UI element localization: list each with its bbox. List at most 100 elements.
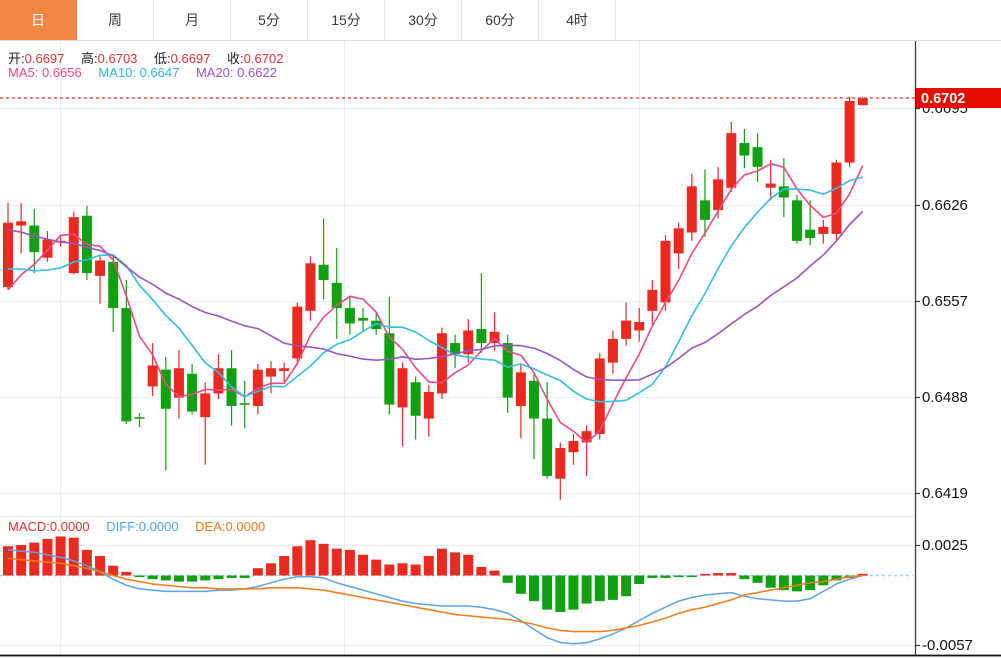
ma20-line: [7, 210, 864, 382]
macd-bar-up: [463, 554, 474, 576]
candle-up: [16, 221, 27, 226]
ma20-label: MA20:: [195, 65, 234, 80]
candle-up: [279, 368, 290, 372]
macd-bar-up: [699, 573, 710, 576]
tab-5min[interactable]: 5分: [231, 0, 308, 41]
candle-up: [423, 391, 434, 419]
candle-up: [857, 98, 868, 106]
timeframe-tabbar: 日 周 月 5分 15分 30分 60分 4时: [0, 0, 1001, 41]
macd-bar-down: [173, 575, 184, 582]
candle-down: [805, 229, 816, 239]
candle-down: [450, 343, 461, 355]
candle-down: [476, 329, 487, 344]
tab-60min[interactable]: 60分: [462, 0, 539, 41]
macd-bar-down: [660, 575, 671, 578]
macd-bar-up: [292, 546, 303, 576]
candle-up: [305, 263, 316, 311]
candle-down: [752, 147, 763, 167]
macd-bar-up: [331, 548, 342, 576]
macd-bar-up: [857, 573, 868, 576]
open-value: 0.6697: [24, 51, 65, 66]
tab-4hour[interactable]: 4时: [539, 0, 616, 41]
candle-up: [818, 226, 829, 234]
candle-up: [173, 368, 184, 398]
macd-bar-down: [568, 575, 579, 610]
macd-value: 0.0000: [49, 519, 90, 534]
tab-month[interactable]: 月: [154, 0, 231, 41]
macd-bar-down: [226, 575, 237, 578]
price-tick-label: 0.6557: [922, 293, 968, 310]
macd-bar-down: [213, 575, 224, 580]
macd-bar-down: [555, 575, 566, 613]
candle-down: [792, 200, 802, 241]
macd-bar-down: [187, 575, 198, 582]
candle-up: [673, 228, 684, 254]
ohlc-legend: 开:0.6697 高:0.6703 低:0.6697 收:0.6702: [8, 48, 296, 67]
macd-bar-up: [436, 548, 447, 576]
price-tick-label: -0.0057: [922, 637, 973, 654]
macd-bar-down: [818, 575, 829, 586]
macd-bar-up: [726, 573, 737, 576]
ma20-value: 0.6622: [237, 65, 277, 80]
macd-bar-up: [42, 538, 53, 576]
tab-week[interactable]: 周: [77, 0, 154, 41]
close-label: 收:: [227, 51, 244, 66]
candle-up: [397, 368, 408, 408]
macd-bar-down: [792, 575, 802, 592]
macd-bar-up: [410, 564, 421, 576]
candle-up: [95, 260, 106, 276]
macd-bar-up: [68, 537, 79, 576]
macd-bar-up: [29, 542, 40, 576]
candle-up: [594, 358, 605, 434]
candle-up: [213, 368, 224, 394]
candle-down: [318, 264, 329, 281]
tab-30min[interactable]: 30分: [385, 0, 462, 41]
tab-15min[interactable]: 15分: [308, 0, 385, 41]
candle-up: [68, 217, 79, 274]
macd-bar-down: [831, 575, 842, 581]
macd-bar-up: [305, 540, 316, 576]
macd-bar-up: [713, 573, 724, 576]
price-tick-label: 0.0025: [922, 537, 968, 554]
macd-bar-up: [397, 563, 408, 576]
candle-down: [529, 380, 539, 419]
candle-down: [187, 373, 198, 412]
candle-up: [844, 101, 855, 163]
ma10-line: [7, 176, 863, 403]
dea-line: [7, 557, 863, 633]
open-label: 开:: [8, 51, 25, 66]
macd-bar-down: [160, 575, 171, 581]
candle-down: [358, 317, 369, 321]
macd-bar-down: [673, 575, 684, 578]
macd-bar-up: [358, 554, 369, 576]
ma10-value: 0.6647: [139, 65, 180, 80]
ma-legend: MA5: 0.6656 MA10: 0.6647 MA20: 0.6622: [8, 65, 290, 80]
dea-value: 0.0000: [225, 519, 266, 534]
macd-bar-down: [752, 575, 763, 583]
tabbar-filler: [616, 0, 1001, 41]
current-price-badge-label: 0.6702: [921, 91, 965, 107]
candle-up: [831, 162, 842, 234]
macd-bar-up: [121, 571, 132, 576]
candle-up: [463, 330, 474, 355]
macd-bar-up: [423, 555, 434, 576]
candle-up: [266, 368, 276, 377]
candle-up: [292, 306, 303, 359]
macd-legend: MACD:0.0000 DIFF:0.0000 DEA:0.0000: [8, 519, 278, 534]
tab-day[interactable]: 日: [0, 0, 77, 41]
macd-bar-down: [542, 575, 553, 610]
macd-bar-down: [147, 575, 158, 580]
price-tick-label: 0.6626: [922, 197, 968, 214]
macd-bar-up: [266, 563, 276, 576]
candle-down: [121, 308, 132, 422]
candle-up: [200, 393, 211, 418]
current-price-badge: [916, 88, 1001, 108]
low-label: 低:: [154, 51, 171, 66]
candle-down: [371, 320, 382, 330]
macd-bar-down: [621, 575, 632, 597]
macd-bar-up: [55, 536, 66, 576]
candle-down: [29, 225, 40, 253]
macd-bar-down: [529, 575, 539, 602]
